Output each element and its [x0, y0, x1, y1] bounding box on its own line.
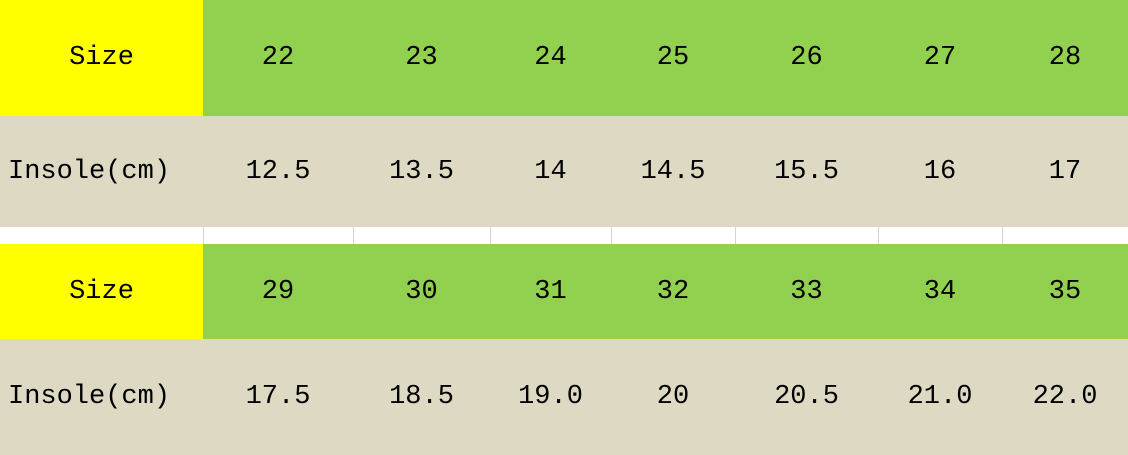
size-cell: 29 [203, 244, 353, 339]
size-cell: 28 [1002, 0, 1128, 116]
spacer-cell [735, 227, 878, 244]
insole-cell: 15.5 [735, 116, 878, 227]
insole-row: Insole(cm) 17.5 18.5 19.0 20 20.5 21.0 2… [0, 339, 1128, 455]
size-cell: 33 [735, 244, 878, 339]
insole-cell: 17 [1002, 116, 1128, 227]
insole-cell: 22.0 [1002, 339, 1128, 455]
insole-cell: 18.5 [353, 339, 490, 455]
size-row: Size 29 30 31 32 33 34 35 [0, 244, 1128, 339]
insole-cell: 17.5 [203, 339, 353, 455]
size-cell: 31 [490, 244, 611, 339]
insole-cell: 20 [611, 339, 735, 455]
insole-cell: 19.0 [490, 339, 611, 455]
spacer-cell [878, 227, 1002, 244]
spacer-cell [353, 227, 490, 244]
size-label: Size [0, 0, 203, 116]
size-cell: 30 [353, 244, 490, 339]
size-cell: 22 [203, 0, 353, 116]
size-label: Size [0, 244, 203, 339]
insole-cell: 14.5 [611, 116, 735, 227]
spacer-cell [203, 227, 353, 244]
insole-cell: 14 [490, 116, 611, 227]
insole-row: Insole(cm) 12.5 13.5 14 14.5 15.5 16 17 [0, 116, 1128, 227]
insole-cell: 20.5 [735, 339, 878, 455]
insole-cell: 12.5 [203, 116, 353, 227]
spacer-cell [490, 227, 611, 244]
insole-cell: 16 [878, 116, 1002, 227]
insole-label: Insole(cm) [0, 339, 203, 455]
spacer-cell [611, 227, 735, 244]
size-cell: 24 [490, 0, 611, 116]
size-cell: 35 [1002, 244, 1128, 339]
size-cell: 26 [735, 0, 878, 116]
spacer-row [0, 227, 1128, 244]
insole-label: Insole(cm) [0, 116, 203, 227]
size-cell: 23 [353, 0, 490, 116]
size-row: Size 22 23 24 25 26 27 28 [0, 0, 1128, 116]
spacer-cell [0, 227, 203, 244]
size-cell: 25 [611, 0, 735, 116]
size-cell: 32 [611, 244, 735, 339]
insole-cell: 21.0 [878, 339, 1002, 455]
size-cell: 34 [878, 244, 1002, 339]
size-cell: 27 [878, 0, 1002, 116]
spacer-cell [1002, 227, 1128, 244]
insole-cell: 13.5 [353, 116, 490, 227]
